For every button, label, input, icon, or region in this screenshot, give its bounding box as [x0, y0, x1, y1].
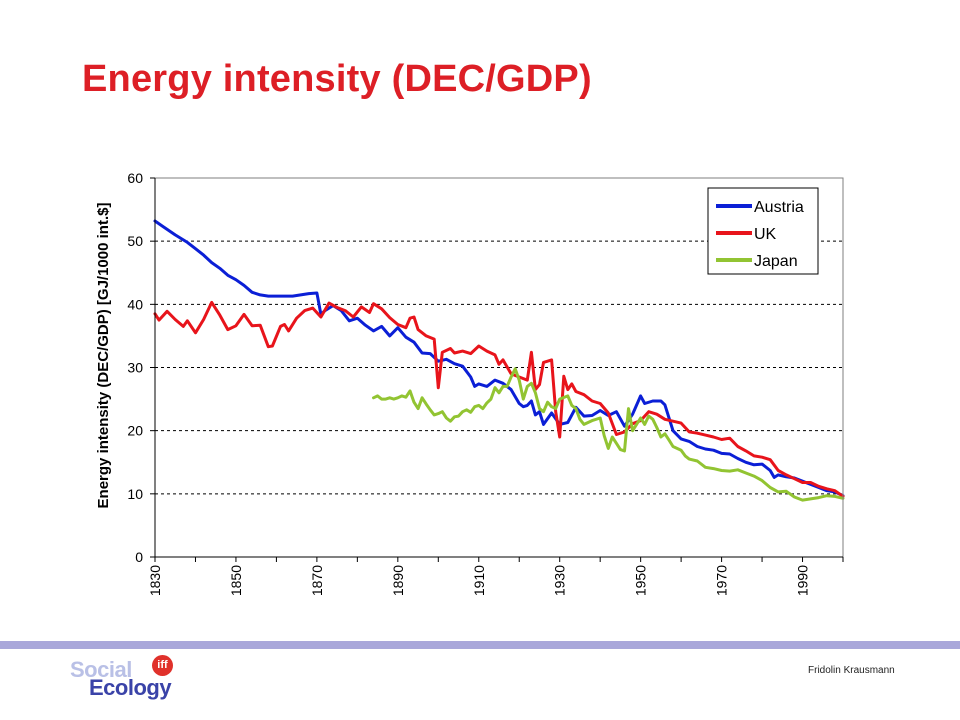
logo-ecology-text: Ecology	[89, 675, 172, 700]
series-line-austria	[153, 219, 845, 498]
x-tick-label: 1870	[309, 565, 325, 596]
y-tick-label: 50	[127, 233, 143, 249]
y-tick-label: 40	[127, 296, 143, 312]
legend-label-japan: Japan	[754, 253, 798, 270]
x-tick-label: 1930	[552, 565, 568, 596]
y-tick-label: 20	[127, 423, 143, 439]
x-tick-label: 1890	[390, 565, 406, 596]
legend-label-austria: Austria	[754, 199, 804, 216]
x-tick-label: 1950	[633, 565, 649, 596]
x-tick-label: 1990	[795, 565, 811, 596]
y-tick-label: 10	[127, 486, 143, 502]
series-line-japan	[372, 367, 845, 502]
legend-label-uk: UK	[754, 226, 777, 243]
chart-legend: Austria UK Japan	[707, 187, 819, 275]
iff-badge-icon: iff	[152, 655, 173, 676]
logo-social-text: Social	[70, 657, 132, 682]
slide-title: Energy intensity (DEC/GDP)	[82, 58, 592, 100]
x-tick-label: 1850	[228, 565, 244, 596]
y-axis-label: Energy intensity (DEC/GDP) [GJ/1000 int.…	[95, 203, 112, 509]
x-tick-label: 1830	[147, 565, 163, 596]
social-ecology-logo: Social Ecology iff	[70, 655, 180, 700]
series-line-uk	[153, 300, 845, 498]
chart-axes: 0 10 20 30 40 50 60 1830 1850 1870 1890 1910 1930 195…	[95, 170, 844, 596]
x-tick-label: 1970	[714, 565, 730, 596]
line-chart: 0 10 20 30 40 50 60 1830 1850 1870 1890 1910 1930 195…	[95, 170, 845, 596]
author-name: Fridolin Krausmann	[808, 665, 895, 676]
y-tick-label: 0	[135, 549, 143, 565]
chart-series	[153, 219, 845, 502]
y-tick-label: 30	[127, 360, 143, 376]
y-tick-label: 60	[127, 170, 143, 186]
footer-bar	[0, 641, 960, 649]
x-tick-label: 1910	[471, 565, 487, 596]
